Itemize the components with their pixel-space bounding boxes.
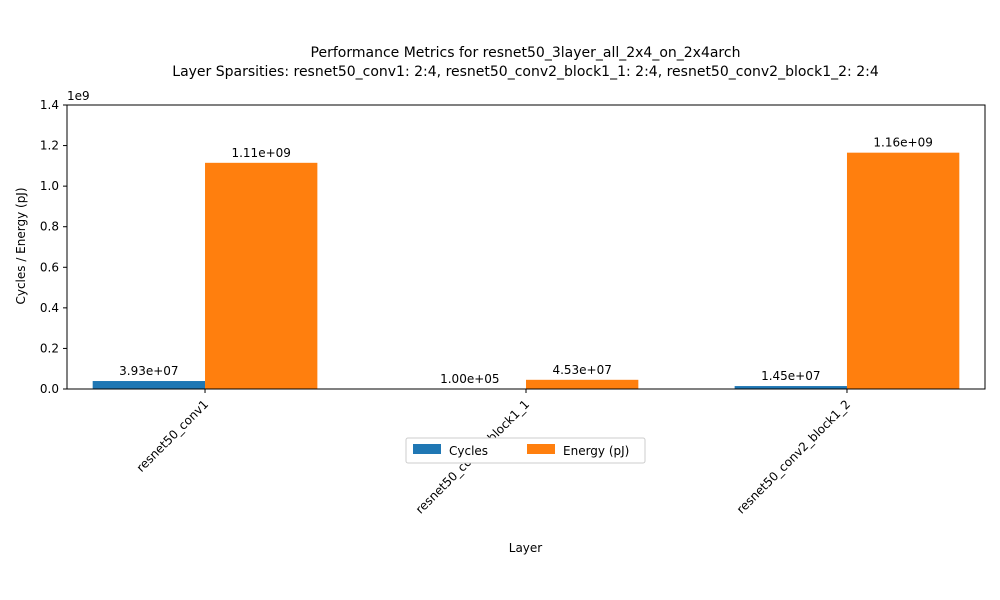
y-axis: 0.0 0.2 0.4 0.6 0.8 1.0 1.2 1.4 <box>40 98 67 396</box>
x-tick-label-2: resnet50_conv2_block1_2 <box>734 397 853 516</box>
x-tick-label-0: resnet50_conv1 <box>134 397 211 474</box>
legend-box <box>405 437 646 464</box>
bar-label-1-0: 1.11e+09 <box>231 146 290 160</box>
y-tick-label-5: 1.0 <box>40 179 59 193</box>
chart-subtitle: Layer Sparsities: resnet50_conv1: 2:4, r… <box>172 64 879 80</box>
y-tick-label-0: 0.0 <box>40 382 59 396</box>
y-axis-label: Cycles / Energy (pJ) <box>14 187 28 304</box>
y-offset-label: 1e9 <box>67 89 90 103</box>
bar-0-2 <box>734 386 847 389</box>
y-tick-label-3: 0.6 <box>40 260 59 274</box>
bar-1-2 <box>846 152 960 389</box>
y-tick-label-1: 0.2 <box>40 341 59 355</box>
bar-label-0-2: 1.45e+07 <box>761 369 820 383</box>
legend-label-energy: Energy (pJ) <box>563 444 629 458</box>
y-tick-label-7: 1.4 <box>40 98 59 112</box>
plot-frame <box>66 104 986 390</box>
bar-label-1-2: 1.16e+09 <box>873 136 932 150</box>
legend: Cycles Energy (pJ) <box>405 437 646 464</box>
bar-label-0-1: 1.00e+05 <box>440 372 499 386</box>
bar-1-0 <box>205 162 318 389</box>
bar-label-0-0: 3.93e+07 <box>119 364 178 378</box>
x-axis-label: Layer <box>509 541 543 555</box>
legend-label-cycles: Cycles <box>449 444 488 458</box>
legend-swatch-energy <box>527 444 555 454</box>
bar-0-0 <box>92 381 206 389</box>
chart-title: Performance Metrics for resnet50_3layer_… <box>311 45 741 61</box>
y-tick-label-4: 0.8 <box>40 220 59 234</box>
bar-labels-group: 3.93e+07 1.00e+05 1.45e+07 1.11e+09 4.53e+07… <box>119 136 933 386</box>
bars-group <box>92 152 960 389</box>
y-tick-label-2: 0.4 <box>40 301 59 315</box>
bar-label-1-1: 4.53e+07 <box>552 363 611 377</box>
legend-swatch-cycles <box>413 444 441 454</box>
y-tick-label-6: 1.2 <box>40 139 59 153</box>
bar-1-1 <box>526 379 639 389</box>
